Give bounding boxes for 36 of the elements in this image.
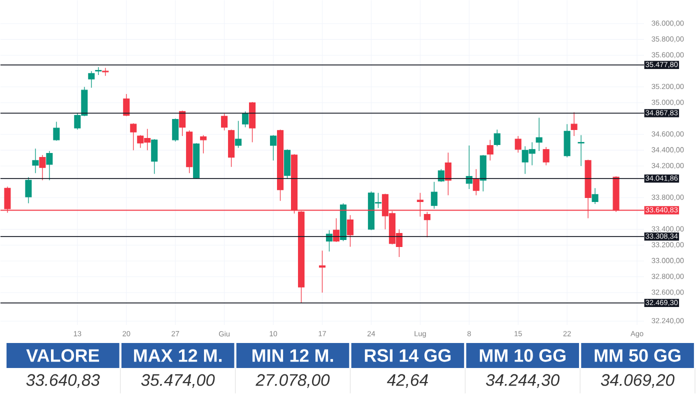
- candlestick: [438, 168, 444, 182]
- candlestick: [592, 188, 598, 204]
- candlestick: [564, 124, 570, 158]
- candlestick: [270, 134, 277, 161]
- text: RSI 14 GG: [364, 349, 451, 362]
- text: 42,64: [386, 374, 428, 388]
- candlestick: [494, 129, 500, 147]
- candlestick: [46, 150, 53, 181]
- candlestick: [32, 148, 39, 174]
- candlestick: [151, 138, 158, 174]
- candlestick: [340, 202, 347, 242]
- candlestick: [39, 154, 46, 181]
- text: 33.640,83: [26, 374, 100, 388]
- text: MM 10 GG: [480, 349, 566, 362]
- candlestick: [242, 111, 249, 128]
- candlestick: [430, 182, 438, 210]
- candlestick: [53, 121, 60, 142]
- candlestick: [235, 120, 242, 148]
- text: 34.244,30: [486, 374, 560, 388]
- candlestick: [172, 118, 179, 142]
- text: MM 50 GG: [594, 349, 680, 362]
- candlestick: [536, 117, 542, 152]
- text: 35.474,00: [141, 374, 215, 388]
- candlestick: [25, 176, 32, 204]
- text: 34.069,20: [600, 374, 674, 388]
- text: MIN 12 M.: [252, 349, 334, 362]
- text: MAX 12 M.: [134, 349, 222, 362]
- text: 27.078,00: [256, 374, 330, 388]
- candlestick: [88, 70, 95, 88]
- text: VALORE: [26, 349, 100, 362]
- candlestick: [95, 66, 102, 76]
- candlestick: [578, 134, 584, 166]
- candlestick: [284, 149, 291, 180]
- candlestick: [480, 154, 486, 192]
- candlestick: [193, 142, 200, 180]
- candlestick: [570, 112, 578, 136]
